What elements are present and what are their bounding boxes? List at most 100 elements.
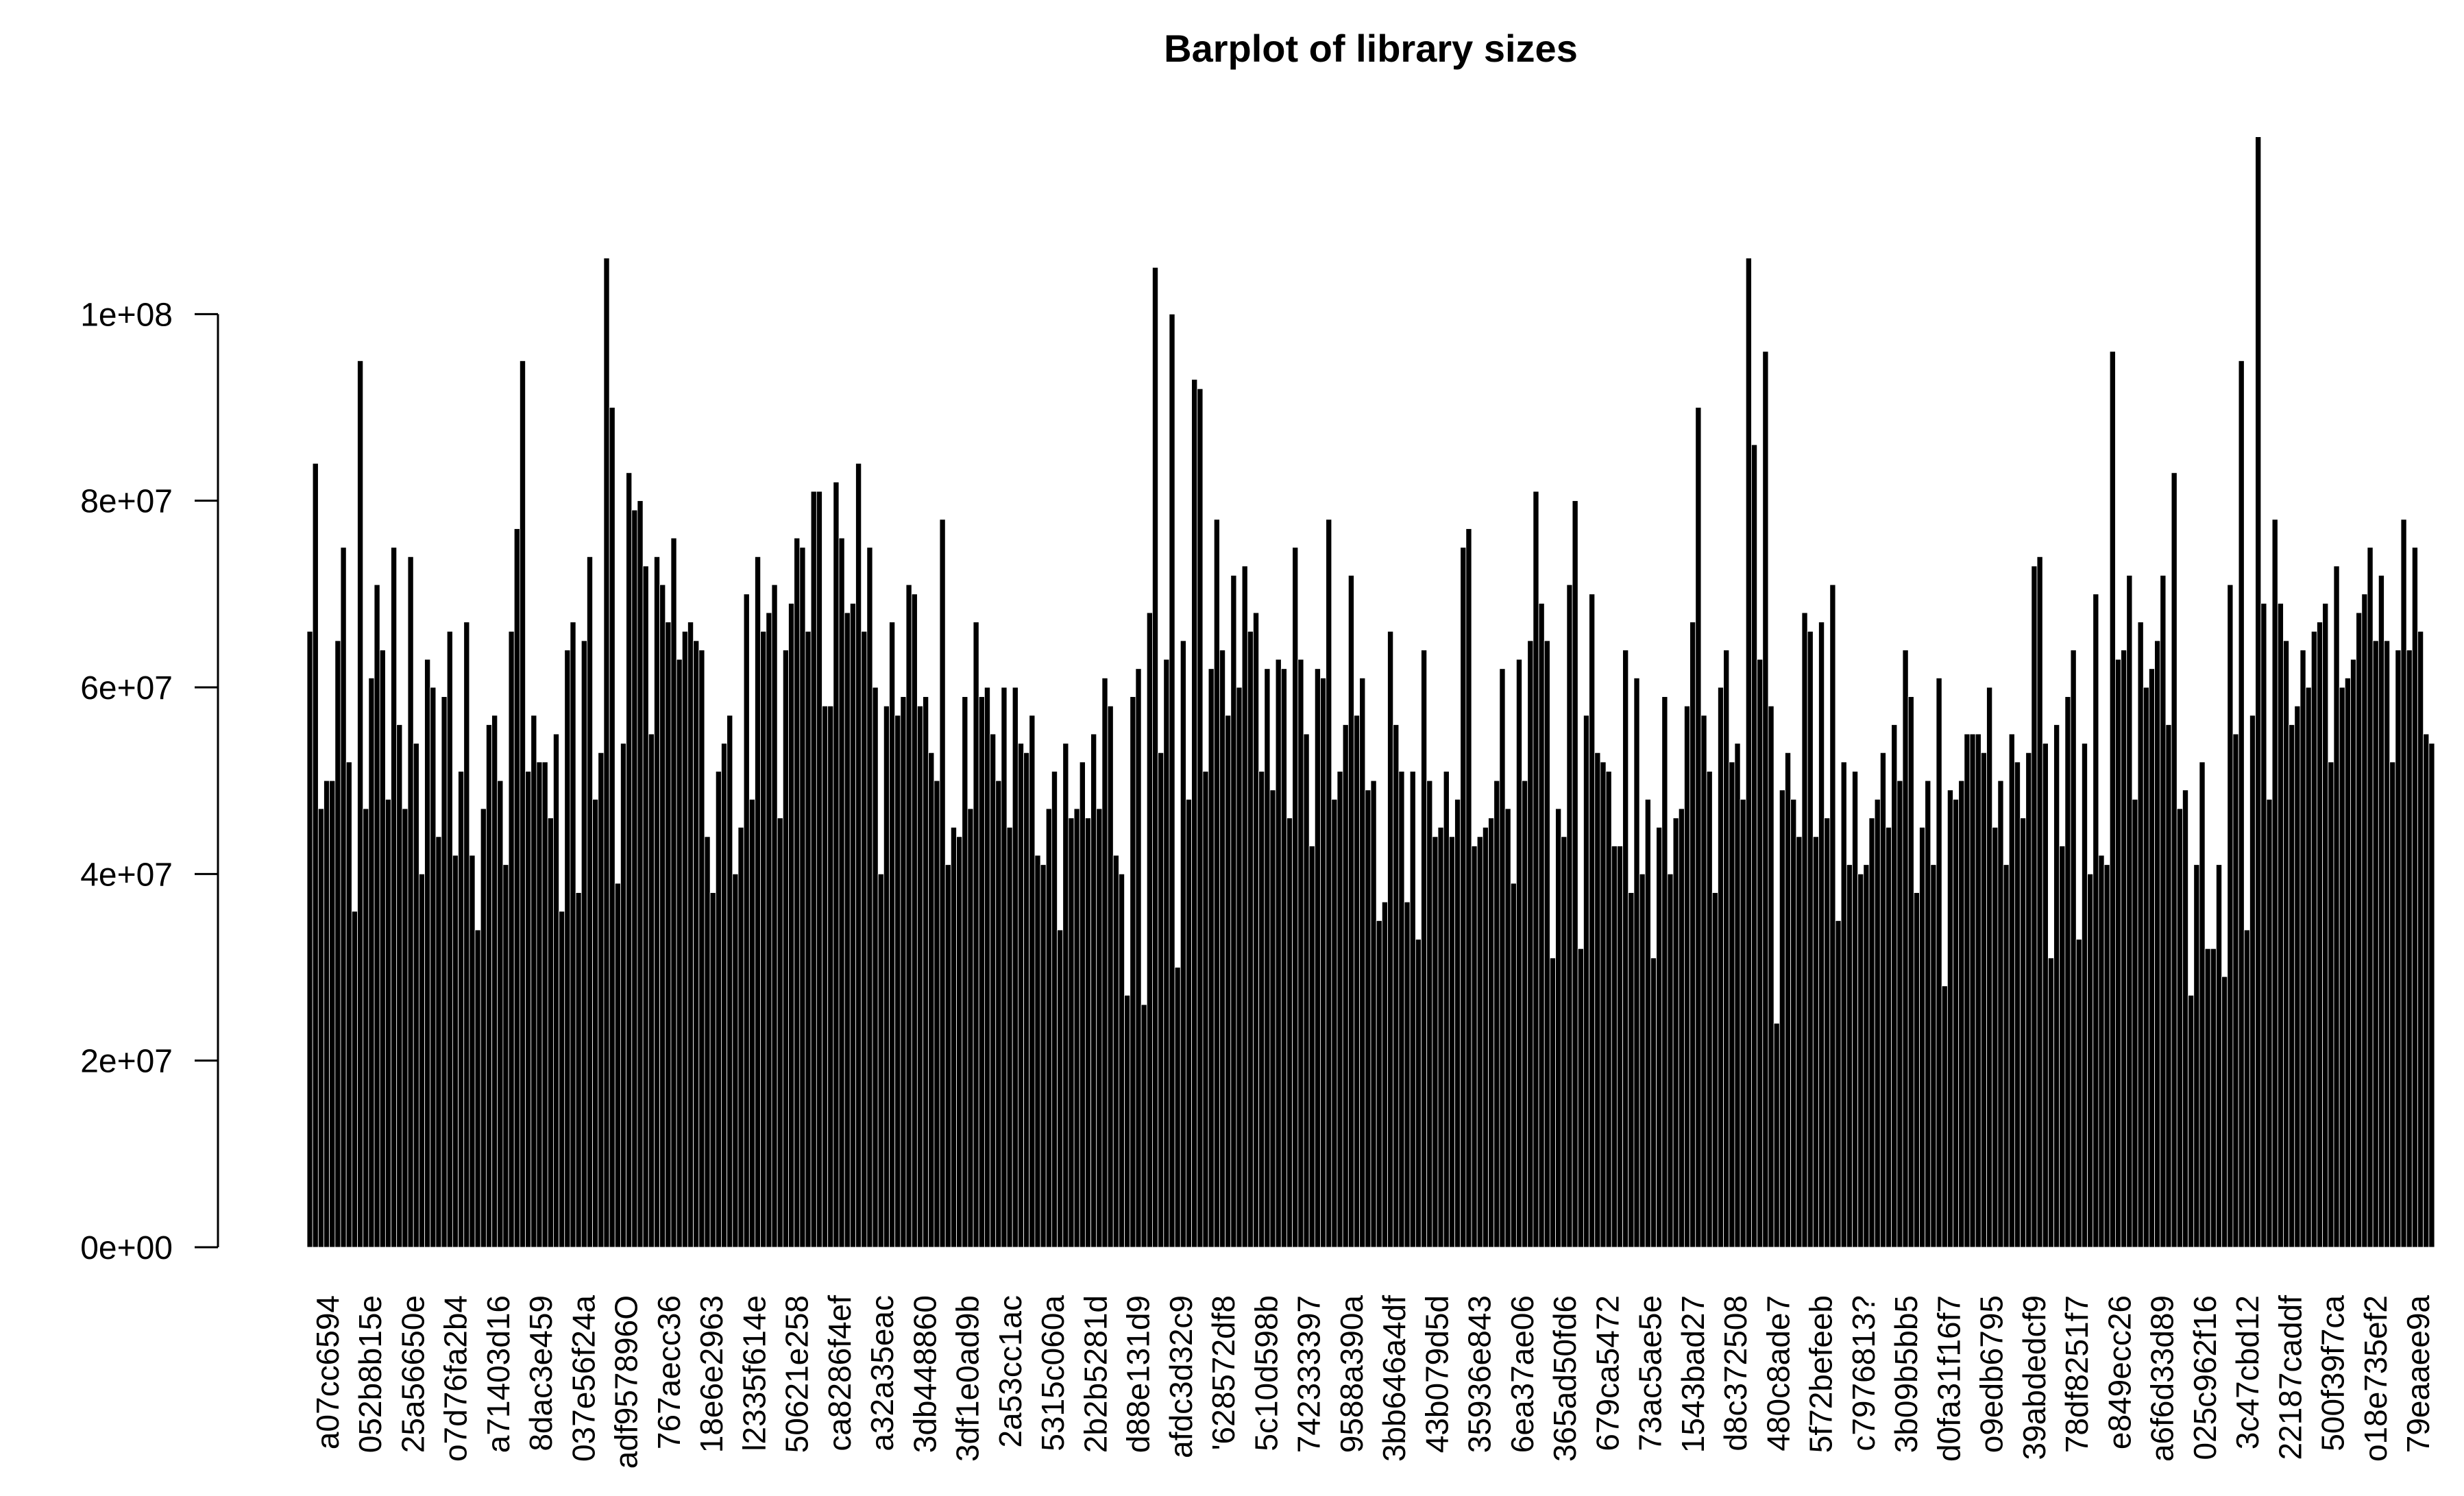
bar <box>2411 547 2418 1248</box>
bar <box>1119 873 1125 1248</box>
bar <box>1197 388 1204 1248</box>
bar <box>1925 780 1931 1248</box>
bar <box>1868 818 1875 1248</box>
bar <box>760 630 767 1248</box>
bar <box>357 360 364 1248</box>
x-category-label: 9588a390a <box>1334 1295 1369 1454</box>
bar <box>967 808 974 1248</box>
x-category-label: e849ecc26 <box>2101 1295 2137 1449</box>
bar <box>2367 547 2374 1248</box>
bar <box>2249 715 2256 1248</box>
bar <box>363 808 369 1248</box>
bar <box>2093 593 2099 1248</box>
bar <box>1678 808 1685 1248</box>
bar <box>2098 855 2105 1248</box>
bar <box>2075 939 2082 1248</box>
bar <box>1700 715 1707 1248</box>
bar <box>1566 584 1573 1248</box>
bar <box>1230 575 1237 1248</box>
bar <box>2260 603 2267 1248</box>
bar <box>1264 668 1271 1248</box>
bar <box>374 584 380 1248</box>
bar <box>402 808 408 1248</box>
bar <box>923 696 929 1248</box>
bar <box>1286 818 1293 1248</box>
bar <box>1376 920 1382 1248</box>
bar <box>603 258 610 1248</box>
bar <box>648 733 655 1248</box>
bar <box>413 743 419 1248</box>
bar <box>849 603 856 1248</box>
bar <box>2266 799 2273 1248</box>
bar <box>1790 799 1797 1248</box>
bar <box>1101 677 1108 1248</box>
bar <box>704 836 711 1248</box>
bar <box>844 612 851 1248</box>
bar <box>2204 948 2211 1248</box>
bar <box>950 826 957 1248</box>
bar <box>1393 724 1400 1248</box>
bar <box>2328 761 2334 1248</box>
bar <box>2289 724 2295 1248</box>
bar <box>1236 687 1243 1248</box>
bar <box>1723 650 1730 1248</box>
bar <box>1297 659 1304 1248</box>
x-category-label: a32a35eac <box>864 1295 900 1451</box>
chart-title: Barplot of library sizes <box>1164 27 1578 70</box>
bar <box>2087 873 2094 1248</box>
bar <box>1773 1022 1780 1248</box>
bar <box>513 528 520 1248</box>
bar <box>2008 733 2015 1248</box>
bar <box>1180 640 1186 1248</box>
bar <box>1029 715 1036 1248</box>
bar <box>2031 565 2038 1248</box>
bar <box>665 622 672 1248</box>
bar <box>1852 771 1859 1248</box>
bar <box>1068 818 1075 1248</box>
bar <box>2255 136 2262 1248</box>
bar <box>2232 733 2239 1248</box>
bar <box>866 547 873 1248</box>
bar <box>2025 752 2032 1248</box>
bar <box>340 547 347 1248</box>
bar <box>553 733 559 1248</box>
bar <box>709 892 716 1248</box>
x-category-label: 025c962f16 <box>2187 1295 2223 1460</box>
bar <box>1387 630 1394 1248</box>
bar <box>1896 780 1903 1248</box>
bar <box>2020 818 2027 1248</box>
bar <box>1639 873 1646 1248</box>
bar <box>777 818 783 1248</box>
bar <box>525 771 532 1248</box>
bar <box>1936 677 1942 1248</box>
bar <box>990 733 997 1248</box>
bar <box>2221 976 2228 1248</box>
bar <box>1706 771 1713 1248</box>
bar <box>1555 808 1562 1248</box>
bar <box>1012 687 1018 1248</box>
bar <box>788 603 795 1248</box>
bar <box>1762 351 1769 1248</box>
x-category-label: 3bb646a4df <box>1376 1295 1412 1462</box>
bar <box>2389 761 2396 1248</box>
x-category-label: 73ac5ae5e <box>1633 1295 1668 1451</box>
bar <box>1975 733 1981 1248</box>
bar <box>2344 677 2351 1248</box>
bar <box>2305 687 2312 1248</box>
bar <box>1913 892 1920 1248</box>
bar <box>1034 855 1041 1248</box>
bar <box>715 771 722 1248</box>
bar <box>1650 957 1657 1248</box>
bar <box>934 780 940 1248</box>
bar <box>962 696 968 1248</box>
bar <box>1308 846 1315 1248</box>
bar <box>822 705 829 1248</box>
bar <box>2400 519 2407 1248</box>
bar <box>1544 640 1550 1248</box>
bar <box>1404 901 1411 1248</box>
bar <box>329 780 336 1248</box>
bar <box>900 696 907 1248</box>
bar <box>816 491 822 1248</box>
bar <box>748 799 755 1248</box>
bar <box>1174 967 1181 1248</box>
